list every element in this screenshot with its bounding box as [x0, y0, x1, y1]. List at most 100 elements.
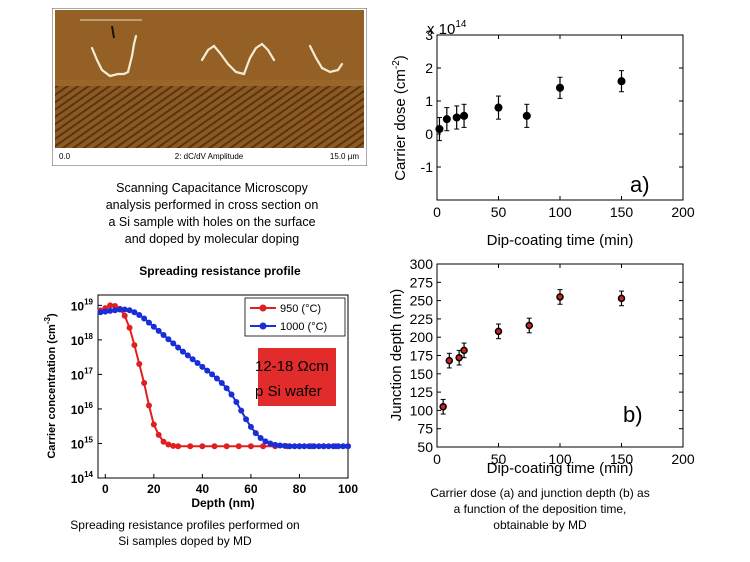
series-point	[145, 319, 152, 326]
y-tick-label: 1	[425, 93, 433, 109]
marker	[439, 402, 447, 411]
junction-depth-x-ticks: 0 50 100 150 200	[433, 264, 695, 467]
x-tick-label: 20	[147, 482, 161, 496]
carrier-dose-multiplier: x 1014	[427, 19, 467, 38]
data-point	[452, 105, 461, 130]
y-tick-exponent: 17	[84, 366, 93, 375]
data-point	[442, 107, 451, 132]
series-point	[204, 367, 211, 374]
series-point	[199, 443, 206, 450]
x-tick-label: 200	[671, 204, 695, 220]
series-point	[160, 438, 167, 445]
y-tick-base: 10	[71, 472, 85, 486]
y-tick-label: 1016	[71, 401, 94, 417]
spreading-resistance-chart: Spreading resistance profile 10141015101…	[43, 264, 358, 510]
series-point	[213, 375, 220, 382]
series-point	[209, 371, 216, 378]
y-tick-label: 0	[425, 126, 433, 142]
series-point	[301, 443, 308, 450]
data-point	[525, 317, 533, 334]
y-tick-exponent: 15	[84, 435, 93, 444]
y-tick-exponent: 18	[84, 332, 93, 341]
junction-depth-xlabel: Dip-coating time (min)	[487, 460, 634, 477]
x-tick-label: 100	[338, 482, 358, 496]
series-point	[223, 443, 230, 450]
y-tick-label: 150	[410, 366, 434, 382]
y-tick-label: 125	[410, 384, 434, 400]
carrier-dose-xlabel: Dip-coating time (min)	[487, 232, 634, 249]
series-point	[165, 441, 172, 448]
series-point	[335, 443, 342, 450]
x-tick-label: 40	[196, 482, 210, 496]
y-tick-base: 10	[71, 437, 85, 451]
y-tick-label: 50	[417, 439, 433, 455]
y-tick-label: 1014	[71, 470, 94, 486]
y-tick-base: 10	[71, 368, 85, 382]
y-tick-label: 1018	[71, 332, 94, 348]
scm-scale-end: 15.0 µm	[330, 152, 359, 161]
marker	[435, 125, 444, 134]
series-point	[272, 441, 279, 448]
x-tick-label: 150	[610, 204, 634, 220]
series-point	[97, 309, 104, 316]
series-point	[194, 360, 201, 367]
series-point	[247, 423, 254, 430]
legend-950-marker	[259, 304, 267, 312]
series-point	[184, 352, 191, 359]
data-point	[460, 103, 469, 128]
x-tick-label: 60	[244, 482, 258, 496]
carrier-dose-x-ticks: 0 50 100 150 200	[433, 35, 695, 220]
series-point	[311, 443, 318, 450]
series-point	[345, 443, 351, 450]
series-point	[126, 307, 133, 314]
series-point	[223, 385, 230, 392]
series-point	[257, 434, 264, 441]
series-point	[228, 391, 235, 398]
srp-xlabel: Depth (nm)	[191, 496, 254, 510]
carrier-dose-points	[435, 70, 626, 142]
y-tick-label: 275	[410, 274, 434, 290]
marker	[442, 115, 451, 124]
junction-depth-panel-label: b)	[623, 402, 643, 427]
series-point	[252, 430, 259, 437]
data-point	[522, 103, 531, 128]
srp-annotation-line2: p Si wafer	[255, 383, 322, 400]
srp-legend: 950 (°C) 1000 (°C)	[244, 297, 346, 337]
junction-depth-ylabel: Junction depth (nm)	[388, 289, 405, 422]
x-tick-label: 0	[433, 451, 441, 467]
srp-annotation-line1: 12-18 Ωcm	[255, 358, 329, 375]
series-point	[325, 443, 332, 450]
series-point	[175, 443, 182, 450]
series-point	[141, 380, 148, 387]
series-point	[218, 380, 225, 387]
x-tick-label: 200	[671, 451, 695, 467]
marker	[452, 113, 461, 122]
junction-depth-points	[439, 289, 626, 415]
y-tick-base: 10	[71, 334, 85, 348]
data-point	[556, 289, 564, 305]
srp-x-ticks: 0 20 40 60 80 100	[102, 474, 358, 496]
carrier-dose-panel-label: a)	[630, 172, 650, 197]
series-point	[116, 306, 123, 313]
srp-ylabel: Carrier concentration (cm-3)	[43, 313, 58, 459]
series-1	[97, 306, 351, 450]
x-tick-label: 100	[548, 451, 572, 467]
y-tick-label: 250	[410, 293, 434, 309]
series-point	[136, 312, 143, 319]
x-tick-label: 80	[293, 482, 307, 496]
data-point	[460, 342, 468, 359]
x-tick-label: 0	[102, 482, 109, 496]
series-point	[235, 443, 242, 450]
carrier-dose-y-ticks: -1 0 1 2 3	[421, 27, 683, 175]
y-tick-label: 1015	[71, 435, 94, 451]
marker	[522, 111, 531, 120]
legend-1000-marker	[259, 322, 267, 330]
x-tick-label: 50	[491, 451, 507, 467]
series-point	[150, 323, 157, 330]
series-point	[238, 407, 245, 414]
legend-950-label: 950 (°C)	[280, 303, 321, 315]
series-point	[315, 443, 322, 450]
series-point	[262, 438, 269, 445]
marker	[460, 346, 468, 355]
